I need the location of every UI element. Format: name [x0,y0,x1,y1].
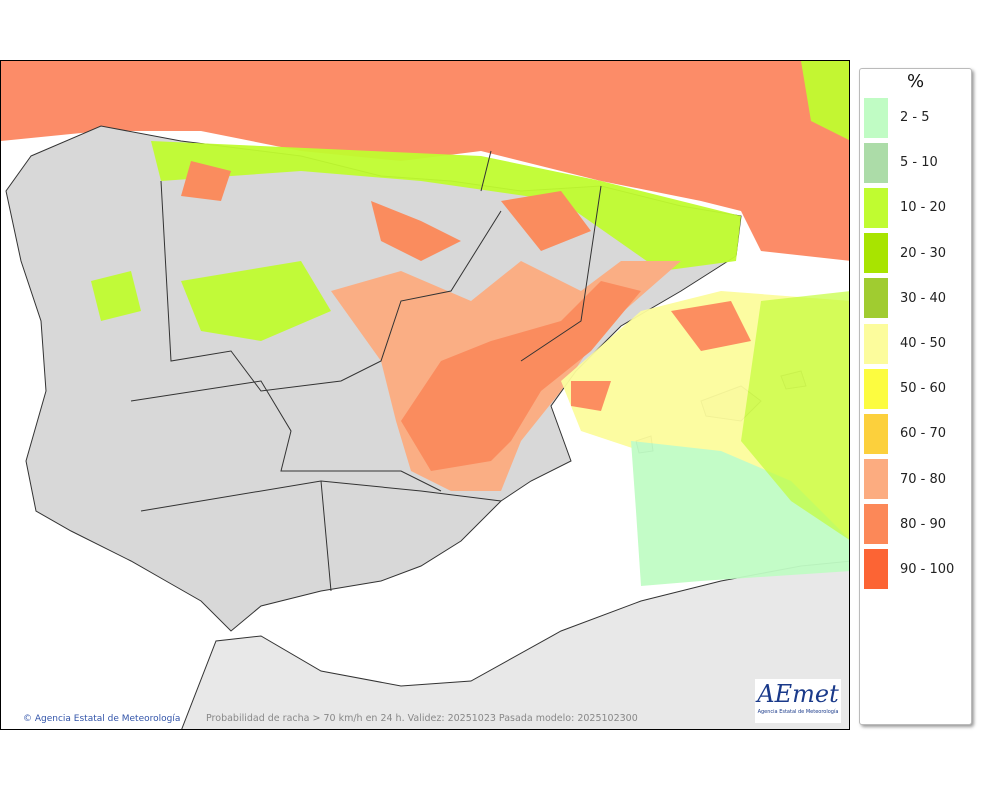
legend-swatch [864,97,888,138]
legend-swatch [864,413,888,454]
legend-swatch [864,278,888,319]
legend-label: 70 - 80 [900,471,947,487]
legend-label: 5 - 10 [900,155,938,171]
legend-swatch [864,187,888,228]
legend-item: 30 - 40 [860,276,971,321]
legend-swatch [864,233,888,274]
legend-item: 20 - 30 [860,231,971,276]
logo-subtext: Agencia Estatal de Meteorología [757,709,839,715]
legend-label: 30 - 40 [900,290,947,306]
logo-text: AEmet [757,680,839,708]
map-caption: Probabilidad de racha > 70 km/h en 24 h.… [206,713,638,724]
probability-fields [91,61,849,586]
legend-item: 80 - 90 [860,502,971,547]
legend-label: 10 - 20 [900,200,947,216]
copyright-credit[interactable]: © Agencia Estatal de Meteorología [23,714,181,724]
legend-label: 40 - 50 [900,336,947,352]
legend-item: 70 - 80 [860,457,971,502]
legend-swatch [864,368,888,409]
aemet-logo: AEmet Agencia Estatal de Meteorología [755,679,841,723]
legend-item: 40 - 50 [860,321,971,366]
legend-swatch [864,142,888,183]
legend-title: % [906,71,925,92]
legend-swatch [864,323,888,364]
legend-label: 20 - 30 [900,245,947,261]
legend-item: 60 - 70 [860,411,971,456]
legend-label: 2 - 5 [900,110,930,126]
legend-item: 50 - 60 [860,366,971,411]
probability-map[interactable]: © Agencia Estatal de Meteorología Probab… [0,60,850,730]
legend-item: 90 - 100 [860,547,971,592]
legend: % 2 - 5 5 - 10 10 - 20 20 - 30 30 - 40 40 - 5… [859,68,972,725]
legend-swatch [864,459,888,500]
legend-label: 60 - 70 [900,426,947,442]
legend-label: 50 - 60 [900,381,947,397]
legend-item: 5 - 10 [860,140,971,185]
legend-label: 80 - 90 [900,516,947,532]
region-france [1,61,849,261]
legend-item: 10 - 20 [860,185,971,230]
region-borders [130,150,602,592]
legend-swatch [864,549,888,590]
region-africa [181,560,849,729]
legend-label: 90 - 100 [900,561,955,577]
copyright-icon: © [23,714,32,724]
legend-swatch [864,504,888,545]
legend-item: 2 - 5 [860,95,971,140]
map-canvas [1,61,849,729]
